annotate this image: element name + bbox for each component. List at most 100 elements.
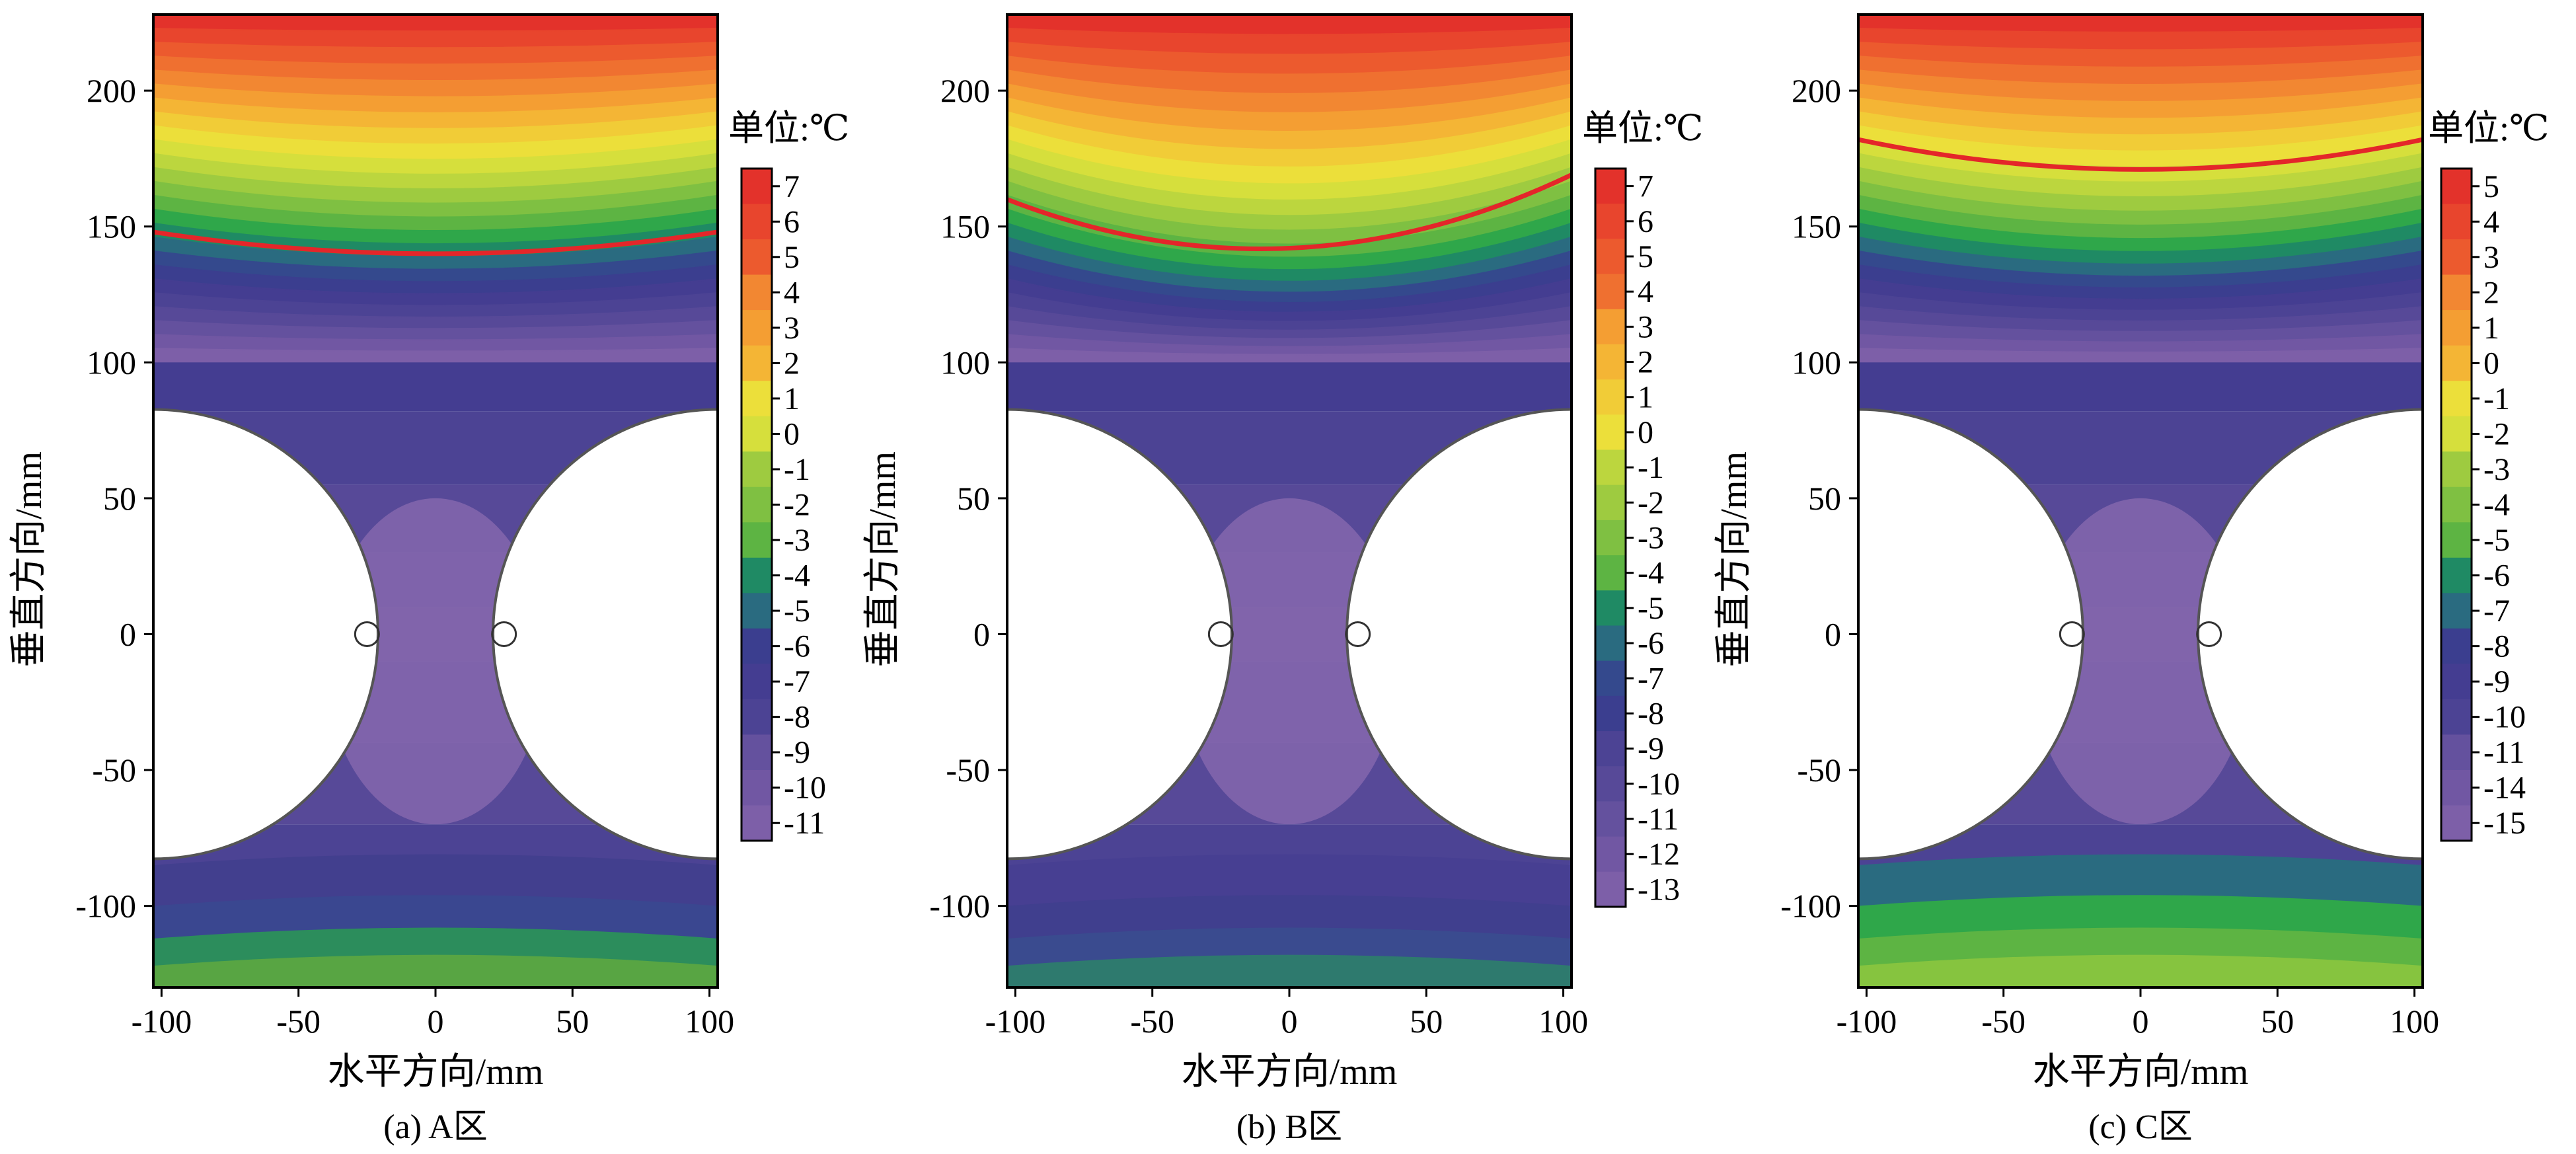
colorbar-frame xyxy=(2440,167,2473,842)
x-axis-label: 水平方向/mm xyxy=(2033,1052,2249,1093)
y-tick-label: -100 xyxy=(75,888,136,925)
colorbar-label: -3 xyxy=(1638,521,1664,556)
contour-band xyxy=(1858,854,2423,906)
panel-caption: (a) A区 xyxy=(383,1108,487,1146)
x-tick-label: -100 xyxy=(132,1003,192,1040)
y-tick-label: 50 xyxy=(1808,480,1841,517)
cold-core xyxy=(2031,498,2250,825)
colorbar-swatch xyxy=(1595,274,1626,310)
colorbar-swatch xyxy=(2441,593,2472,629)
colorbar-swatch xyxy=(1595,239,1626,275)
sensor-marker xyxy=(2059,621,2085,647)
colorbar-swatch xyxy=(741,345,772,381)
colorbar-swatch xyxy=(1595,871,1626,907)
colorbar-label: 1 xyxy=(1638,380,1653,415)
x-tick-label: 100 xyxy=(685,1003,734,1040)
colorbar-swatch xyxy=(1595,766,1626,802)
y-tick-label: 150 xyxy=(87,208,136,245)
colorbar-label: -2 xyxy=(784,488,810,523)
colorbar-label: 6 xyxy=(1638,204,1653,239)
colorbar-swatch xyxy=(2441,557,2472,594)
contour-band xyxy=(1858,927,2423,966)
colorbar-label: -7 xyxy=(784,664,810,699)
colorbar-label: 0 xyxy=(1638,415,1653,450)
colorbar-swatch xyxy=(2441,416,2472,452)
x-tick-label: 0 xyxy=(2133,1003,2149,1040)
contour-band xyxy=(1858,15,2423,33)
colorbar-swatch xyxy=(2441,522,2472,558)
x-tick-label: 0 xyxy=(1281,1003,1298,1040)
x-tick-label: -100 xyxy=(1837,1003,1897,1040)
colorbar-swatch xyxy=(1595,590,1626,626)
zero-isotherm-line xyxy=(1007,173,1572,252)
y-tick-label: 100 xyxy=(87,344,136,381)
colorbar-label: -10 xyxy=(784,771,826,806)
colorbar-label: -7 xyxy=(1638,661,1664,696)
colorbar-label: -1 xyxy=(1638,450,1664,485)
colorbar-title: 单位:℃ xyxy=(1582,108,1703,148)
colorbar-title: 单位:℃ xyxy=(728,108,849,148)
colorbar-label: -4 xyxy=(1638,556,1664,591)
colorbar-label: -8 xyxy=(1638,696,1664,731)
sensor-marker xyxy=(1345,621,1371,647)
colorbar-swatch xyxy=(2441,628,2472,664)
colorbar-label: 4 xyxy=(784,275,800,310)
contour-band xyxy=(1007,895,1572,939)
y-tick-label: 150 xyxy=(940,208,990,245)
panel-caption: (c) C区 xyxy=(2088,1108,2192,1146)
contour-plot-area xyxy=(1007,15,1572,987)
y-axis-label: 垂直方向/mm xyxy=(9,451,50,668)
colorbar-label: -4 xyxy=(2483,488,2510,523)
colorbar-swatch xyxy=(741,734,772,771)
colorbar-label: -3 xyxy=(2483,452,2510,487)
colorbar-label: -6 xyxy=(1638,626,1664,661)
colorbar-label: -2 xyxy=(1638,485,1664,520)
colorbar-label: 7 xyxy=(1638,169,1653,204)
y-tick-label: -50 xyxy=(1797,751,1841,789)
colorbar-label: -1 xyxy=(2483,381,2510,416)
x-tick-label: 50 xyxy=(2261,1003,2294,1040)
colorbar-swatch xyxy=(741,628,772,664)
colorbar-swatch xyxy=(741,699,772,735)
colorbar-label: -11 xyxy=(784,806,825,841)
y-axis-label: 垂直方向/mm xyxy=(1714,451,1755,668)
contour-band xyxy=(153,854,718,906)
contour-plot-area xyxy=(153,15,718,987)
contour-plot-area xyxy=(1858,15,2423,987)
x-tick-label: 50 xyxy=(1410,1003,1443,1040)
colorbar-label: 0 xyxy=(2483,346,2499,381)
colorbar-label: -11 xyxy=(2483,735,2524,770)
y-tick-label: -100 xyxy=(1780,888,1841,925)
y-tick-label: 50 xyxy=(957,480,990,517)
colorbar-swatch xyxy=(1595,204,1626,239)
contour-band xyxy=(153,362,718,412)
colorbar-label: 3 xyxy=(1638,309,1653,344)
colorbar-swatch xyxy=(2441,769,2472,806)
y-tick-label: 0 xyxy=(973,615,990,652)
colorbar-swatch xyxy=(1595,449,1626,486)
colorbar-label: 6 xyxy=(784,204,800,239)
colorbar-label: -5 xyxy=(1638,591,1664,626)
colorbar-label: -7 xyxy=(2483,594,2510,629)
colorbar-swatch xyxy=(741,381,772,417)
panel-caption: (b) B区 xyxy=(1236,1108,1342,1146)
x-tick-label: -50 xyxy=(1981,1003,2026,1040)
x-tick-label: 100 xyxy=(1538,1003,1588,1040)
colorbar-swatch xyxy=(2441,664,2472,700)
x-axis-label: 水平方向/mm xyxy=(1182,1052,1398,1093)
contour-band xyxy=(153,15,718,32)
x-tick-label: 50 xyxy=(556,1003,589,1040)
colorbar-swatch xyxy=(2441,699,2472,735)
colorbar-swatch xyxy=(741,274,772,311)
colorbar-label: -3 xyxy=(784,523,810,558)
colorbar-swatch xyxy=(1595,731,1626,767)
colorbar-swatch xyxy=(741,522,772,558)
colorbar-swatch xyxy=(741,805,772,841)
chart-panel-c: -100 -50 0 50 100-100-50050100150200水平方向/mm垂… xyxy=(1714,13,2549,1146)
colorbar-swatch xyxy=(2441,239,2472,276)
colorbar-frame xyxy=(1594,167,1627,908)
contour-band xyxy=(153,954,718,987)
colorbar-swatch xyxy=(1595,169,1626,204)
colorbar-swatch xyxy=(741,310,772,346)
